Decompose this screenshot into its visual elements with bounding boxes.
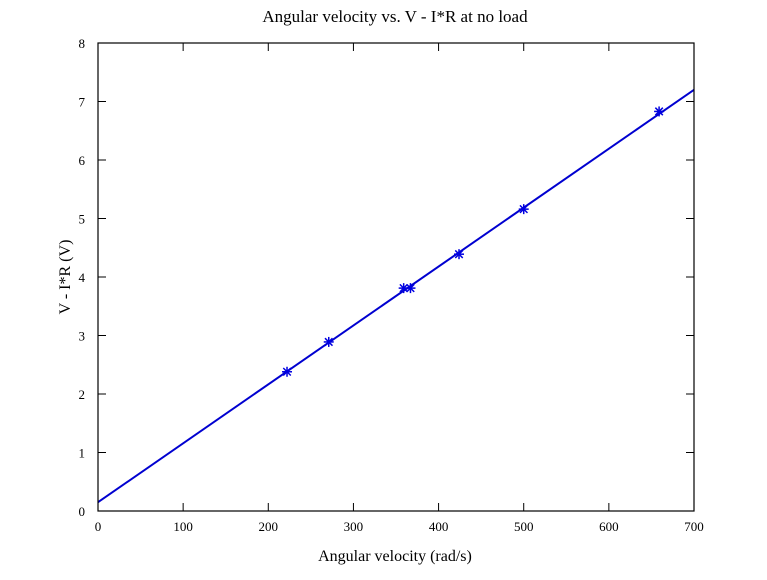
y-tick-label: 3 [79, 329, 86, 344]
x-tick-label: 400 [429, 519, 449, 534]
x-tick-label: 0 [95, 519, 102, 534]
y-tick-label: 0 [79, 504, 86, 519]
y-axis-label: V - I*R (V) [57, 240, 74, 315]
x-tick-label: 200 [259, 519, 279, 534]
y-tick-label: 8 [79, 36, 86, 51]
fit-line [97, 88, 695, 504]
y-tick-label: 6 [79, 153, 86, 168]
x-tick-label: 100 [173, 519, 193, 534]
x-tick-label: 700 [684, 519, 704, 534]
y-tick-label: 1 [79, 446, 86, 461]
data-point [323, 336, 334, 347]
x-tick-label: 600 [599, 519, 619, 534]
x-axis-label: Angular velocity (rad/s) [318, 548, 472, 565]
data-point [454, 249, 465, 260]
chart-title: Angular velocity vs. V - I*R at no load [262, 7, 528, 26]
y-tick-label: 5 [79, 212, 86, 227]
x-tick-label: 500 [514, 519, 534, 534]
y-tick-label: 4 [79, 270, 86, 285]
data-point [282, 366, 293, 377]
x-tick-label: 300 [344, 519, 364, 534]
y-tick-label: 7 [79, 95, 86, 110]
data-point [518, 204, 529, 215]
plot-frame [97, 42, 695, 512]
y-tick-label: 2 [79, 387, 86, 402]
data-point [405, 283, 416, 294]
data-point [654, 106, 665, 117]
